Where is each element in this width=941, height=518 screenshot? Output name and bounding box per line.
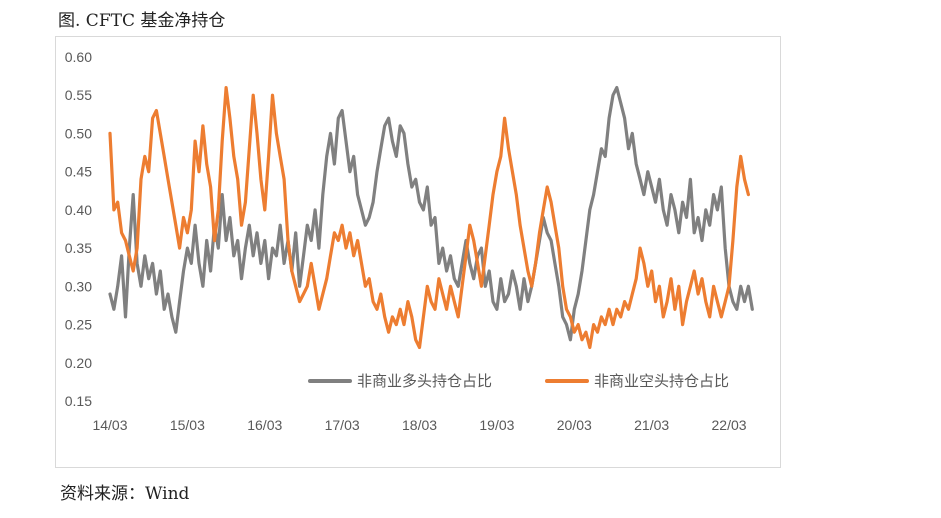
legend: 非商业多头持仓占比 非商业空头持仓占比 — [308, 372, 729, 390]
y-tick-label: 0.30 — [65, 278, 92, 294]
legend-label-short: 非商业空头持仓占比 — [594, 372, 729, 390]
y-tick-label: 0.45 — [65, 164, 92, 180]
y-tick-label: 0.15 — [65, 393, 92, 409]
series-line-long — [108, 86, 754, 342]
legend-label-long: 非商业多头持仓占比 — [357, 372, 492, 390]
y-tick-label: 0.60 — [65, 49, 92, 65]
source-note: 资料来源：Wind — [60, 484, 190, 504]
x-tick-label: 14/03 — [92, 417, 127, 433]
series-layer — [108, 86, 754, 350]
y-tick-label: 0.50 — [65, 125, 92, 141]
series-line-short — [108, 86, 750, 350]
x-tick-label: 22/03 — [712, 417, 747, 433]
y-axis: 0.15 0.20 0.25 0.30 0.35 0.40 0.45 0.50 0.55 0.60 — [65, 49, 92, 409]
x-tick-label: 20/03 — [557, 417, 592, 433]
y-tick-label: 0.55 — [65, 87, 92, 103]
x-tick-label: 17/03 — [325, 417, 360, 433]
x-tick-label: 19/03 — [479, 417, 514, 433]
x-tick-label: 15/03 — [170, 417, 205, 433]
y-tick-label: 0.40 — [65, 202, 92, 218]
y-tick-label: 0.25 — [65, 317, 92, 333]
y-tick-label: 0.20 — [65, 355, 92, 371]
figure-title: 图. CFTC 基金净持仓 — [58, 11, 226, 31]
x-tick-label: 18/03 — [402, 417, 437, 433]
x-axis: 14/03 15/03 16/03 17/03 18/03 19/03 20/03 21/03… — [92, 417, 746, 433]
x-tick-label: 21/03 — [634, 417, 669, 433]
y-tick-label: 0.35 — [65, 240, 92, 256]
chart-frame — [55, 36, 781, 468]
x-tick-label: 16/03 — [247, 417, 282, 433]
